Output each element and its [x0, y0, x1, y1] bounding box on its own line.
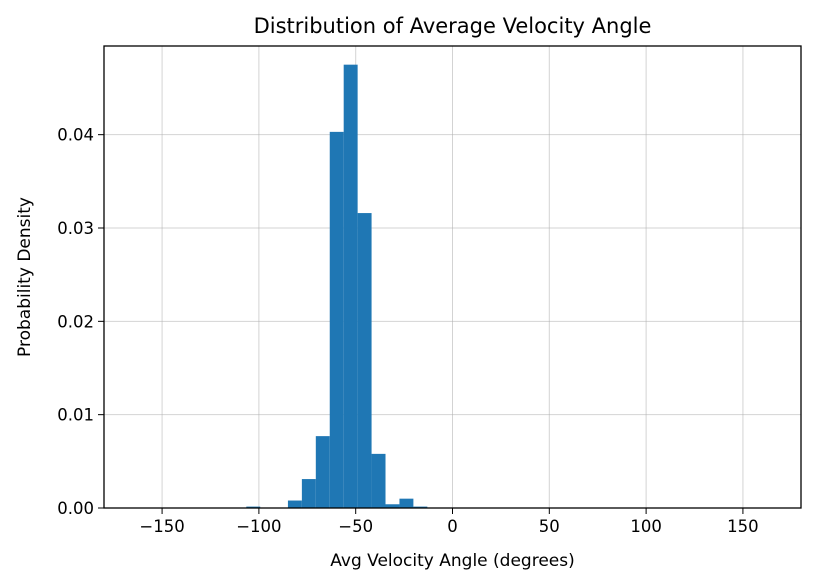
y-tick-label: 0.00 — [57, 499, 94, 518]
grid-layer — [104, 46, 801, 509]
histogram-bar — [385, 504, 400, 508]
x-tick-label: −100 — [236, 517, 281, 536]
y-tick-label: 0.04 — [57, 126, 94, 145]
histogram-bar — [246, 506, 261, 508]
histogram-bar — [371, 453, 386, 508]
x-tick-label: 50 — [539, 517, 560, 536]
y-axis-label: Probability Density — [15, 197, 35, 357]
x-axis-label: Avg Velocity Angle (degrees) — [330, 551, 574, 571]
y-tick-label: 0.03 — [57, 219, 94, 238]
x-tick-label: 100 — [630, 517, 662, 536]
x-tick-label: 0 — [447, 517, 458, 536]
y-tick-label: 0.02 — [57, 312, 94, 331]
histogram-bar — [329, 131, 344, 508]
histogram-bar — [413, 506, 428, 508]
chart-title: Distribution of Average Velocity Angle — [254, 14, 652, 38]
bars-layer — [246, 64, 428, 509]
y-tick-label: 0.01 — [57, 406, 94, 425]
histogram-bar — [357, 213, 372, 509]
ticks-layer: −150 −100 −50 0 50 100 150 0.00 0.01 0.02 0.03 0.04 — [57, 126, 758, 536]
histogram-bar — [399, 498, 414, 508]
histogram-bar — [343, 64, 358, 509]
histogram-bar — [287, 500, 302, 508]
histogram-bar — [315, 436, 330, 508]
histogram-bar — [301, 479, 316, 508]
x-tick-label: −50 — [338, 517, 373, 536]
x-tick-label: −150 — [139, 517, 184, 536]
x-tick-label: 150 — [727, 517, 759, 536]
